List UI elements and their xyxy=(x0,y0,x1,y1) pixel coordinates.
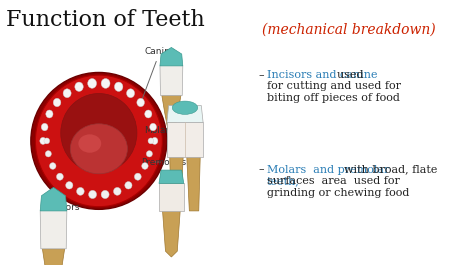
Ellipse shape xyxy=(66,182,73,189)
Text: used
for cutting and used for
biting off pieces of food: used for cutting and used for biting off… xyxy=(266,70,401,103)
Ellipse shape xyxy=(152,138,158,144)
Ellipse shape xyxy=(148,138,154,144)
Ellipse shape xyxy=(53,98,61,107)
Polygon shape xyxy=(40,202,67,249)
Ellipse shape xyxy=(50,163,56,169)
Ellipse shape xyxy=(40,138,46,144)
Ellipse shape xyxy=(146,151,153,157)
Ellipse shape xyxy=(172,101,198,114)
Text: –: – xyxy=(258,70,264,80)
Text: with broad, flate
surfaces  area  used for
grinding or chewing food: with broad, flate surfaces area used for… xyxy=(266,165,437,198)
Ellipse shape xyxy=(46,110,53,118)
Ellipse shape xyxy=(88,78,97,88)
Text: Molars: Molars xyxy=(144,126,174,135)
Ellipse shape xyxy=(142,163,148,169)
Text: (mechanical breakdown): (mechanical breakdown) xyxy=(262,22,436,36)
Ellipse shape xyxy=(127,89,135,98)
Ellipse shape xyxy=(145,110,152,118)
Ellipse shape xyxy=(63,89,71,98)
Text: Molars  and premolar
teeth,: Molars and premolar teeth, xyxy=(266,165,389,186)
Ellipse shape xyxy=(56,173,64,180)
Ellipse shape xyxy=(46,151,51,157)
Polygon shape xyxy=(160,59,183,95)
Polygon shape xyxy=(167,106,203,122)
Text: Function of Teeth: Function of Teeth xyxy=(6,9,205,31)
Ellipse shape xyxy=(75,82,83,92)
Text: Canine: Canine xyxy=(141,47,176,102)
Ellipse shape xyxy=(89,190,97,199)
Polygon shape xyxy=(160,47,183,66)
Polygon shape xyxy=(42,249,64,266)
Ellipse shape xyxy=(31,72,167,209)
Ellipse shape xyxy=(61,94,137,172)
Ellipse shape xyxy=(134,173,141,180)
Polygon shape xyxy=(167,122,203,157)
Ellipse shape xyxy=(41,123,48,131)
Ellipse shape xyxy=(78,134,101,153)
Text: Incisors: Incisors xyxy=(46,203,80,213)
Ellipse shape xyxy=(113,188,121,195)
Polygon shape xyxy=(163,211,180,257)
Polygon shape xyxy=(170,157,183,211)
Text: Premolars: Premolars xyxy=(141,157,186,167)
Ellipse shape xyxy=(77,188,84,195)
Ellipse shape xyxy=(137,98,145,107)
Ellipse shape xyxy=(125,182,132,189)
Polygon shape xyxy=(159,170,184,184)
Ellipse shape xyxy=(101,78,110,88)
Ellipse shape xyxy=(101,190,109,199)
Text: Incisors and canine: Incisors and canine xyxy=(266,70,381,80)
Ellipse shape xyxy=(36,75,162,207)
Ellipse shape xyxy=(70,124,128,174)
Text: –: – xyxy=(258,165,264,174)
Polygon shape xyxy=(159,184,184,211)
Ellipse shape xyxy=(44,138,50,144)
Polygon shape xyxy=(40,187,67,211)
Ellipse shape xyxy=(114,82,123,92)
Polygon shape xyxy=(187,157,200,211)
Polygon shape xyxy=(162,95,181,148)
Ellipse shape xyxy=(150,123,156,131)
